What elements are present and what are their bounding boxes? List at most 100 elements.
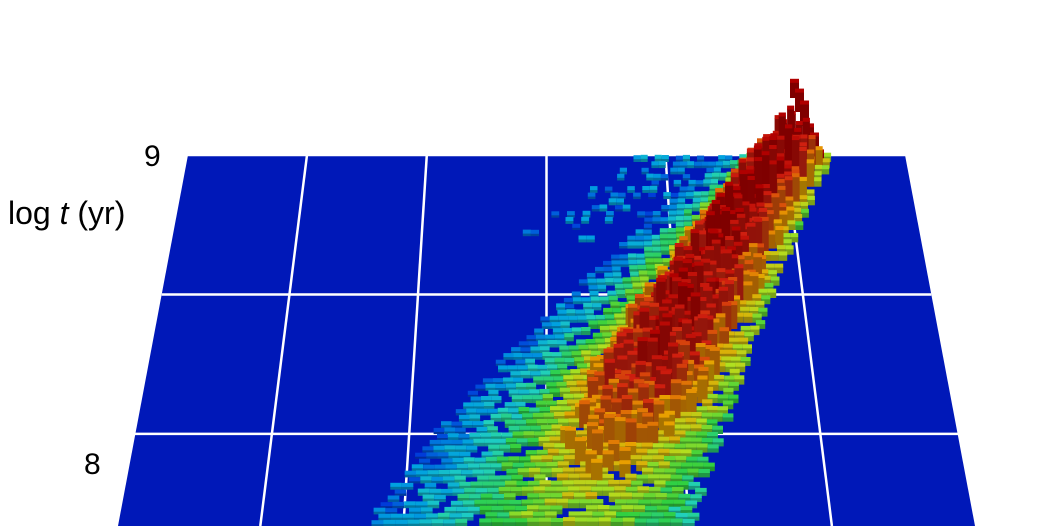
histogram-bar-864 [473,402,484,410]
histogram-bar-1062 [481,451,493,459]
histogram-bar-320 [644,246,653,255]
y-tick-label-8: 8 [84,448,101,481]
histogram-bar-255 [795,221,804,230]
histogram-bar-415 [768,270,777,280]
histogram-bar-1324 [431,519,444,526]
histogram-bar-192 [800,201,808,212]
histogram-bar-395 [774,263,784,274]
histogram-bar-89 [651,180,659,187]
histogram-bar-1102 [675,455,687,465]
histogram-bar-66 [814,164,822,175]
histogram-bar-960 [444,427,455,435]
histogram-bar-283 [668,234,677,243]
histogram-bar-880 [660,370,671,410]
histogram-bar-105 [799,147,807,187]
histogram-bar-218 [581,216,590,224]
histogram-bar-321 [652,246,661,255]
histogram-bar-1111 [479,463,491,472]
histogram-bar-1260 [556,498,569,509]
histogram-bar-28 [658,161,666,169]
histogram-bar-106 [806,159,815,187]
histogram-bar-889 [497,407,509,416]
histogram-bar-1181 [482,481,494,490]
histogram-bar-839 [470,396,481,404]
histogram-bar-253 [779,210,788,230]
histogram-bar-1009 [451,439,463,447]
histogram-bar-1110 [467,463,480,472]
histogram-bar-1077 [669,449,681,459]
histogram-bar-307 [684,226,694,249]
histogram-bar-1090 [541,455,553,465]
histogram-bar-650 [511,347,521,354]
histogram-bar-1286 [597,505,610,515]
histogram-bar-1271 [373,507,386,515]
histogram-bar-649 [738,337,749,348]
histogram-bar-568 [588,320,598,329]
histogram-bar-1070 [592,429,604,459]
histogram-bar-1106 [423,464,435,472]
histogram-bar-936 [462,421,473,428]
histogram-bar-1226 [434,495,446,503]
histogram-bar-1216 [602,486,615,496]
histogram-bar-1034 [433,445,445,453]
histogram-bar-842 [511,395,523,404]
histogram-bar-109 [604,186,613,193]
histogram-bar-981 [437,434,448,441]
histogram-bar-69 [646,173,654,181]
histogram-bar-178 [676,204,685,212]
histogram-bar-135 [678,192,686,200]
histogram-bar-932 [712,412,723,422]
histogram-bar-1217 [614,486,626,496]
histogram-bar-916 [543,412,554,422]
histogram-bar-12 [718,155,726,162]
histogram-bar-1084 [474,457,486,465]
histogram-bar-377 [603,266,613,274]
histogram-bar-1128 [692,462,704,472]
histogram-bar-134 [670,192,679,200]
histogram-bar-562 [734,312,744,323]
histogram-bar-1103 [686,456,698,465]
histogram-bar-1241 [643,493,656,502]
histogram-bar-1073 [625,442,637,459]
histogram-bar-941 [526,419,537,428]
histogram-bar-539 [749,307,759,317]
histogram-bar-702 [554,357,565,366]
histogram-bar-1056 [707,444,719,453]
histogram-bar-980 [712,425,723,434]
histogram-bar-480 [590,296,600,305]
histogram-bar-1112 [490,463,502,472]
histogram-bar-603 [740,325,751,336]
histogram-bar-862 [728,394,739,404]
histogram-bar-1055 [696,443,708,453]
histogram-bar-1137 [483,469,496,478]
histogram-bar-1262 [579,499,592,509]
histogram-bar-1332 [539,517,551,526]
histogram-bar-1130 [404,470,416,478]
histogram-bar-766 [729,368,740,379]
histogram-bar-1299 [437,512,450,521]
histogram-bar-1004 [685,431,697,441]
histogram-bar-261 [667,228,676,237]
histogram-bar-1127 [681,462,693,472]
histogram-bar-190 [784,176,793,212]
histogram-bar-222 [660,217,668,224]
histogram-bar-258 [635,229,644,237]
histogram-bar-75 [719,172,727,181]
histogram-bar-770 [513,377,524,385]
histogram-bar-457 [571,291,581,298]
histogram-bar-1250 [427,500,440,509]
histogram-bar-627 [518,341,529,348]
histogram-bar-1316 [663,512,676,521]
histogram-bar-137 [693,191,702,200]
histogram-bar-259 [643,229,652,237]
histogram-bar-743 [715,362,726,373]
histogram-bar-1303 [497,512,510,521]
histogram-bar-71 [660,174,669,181]
histogram-bar-954 [664,410,675,428]
histogram-bar-337 [611,254,620,261]
histogram-bar-1159 [477,475,489,484]
histogram-bar-1108 [445,464,457,472]
histogram-bar-1133 [438,470,450,478]
histogram-bar-767 [482,378,493,385]
